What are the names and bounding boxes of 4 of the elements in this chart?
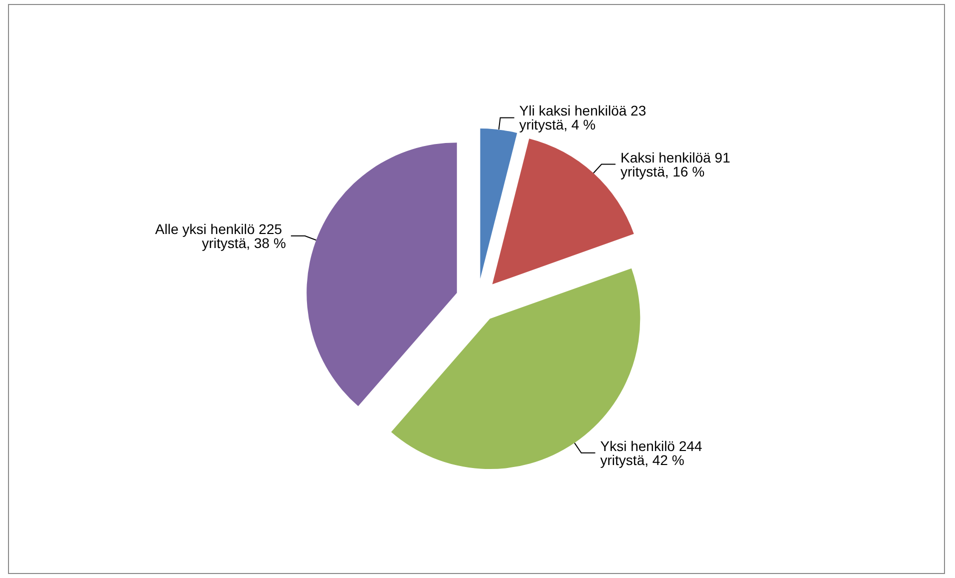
slice-label: Yksi henkilö 244 yritystä, 42 % bbox=[600, 438, 706, 468]
slice-label: Yli kaksi henkilöä 23 yritystä, 4 % bbox=[519, 102, 650, 133]
slice-label: Alle yksi henkilö 225 yritystä, 38 % bbox=[155, 220, 286, 251]
slice-label: Kaksi henkilöä 91 yritystä, 16 % bbox=[620, 149, 734, 180]
